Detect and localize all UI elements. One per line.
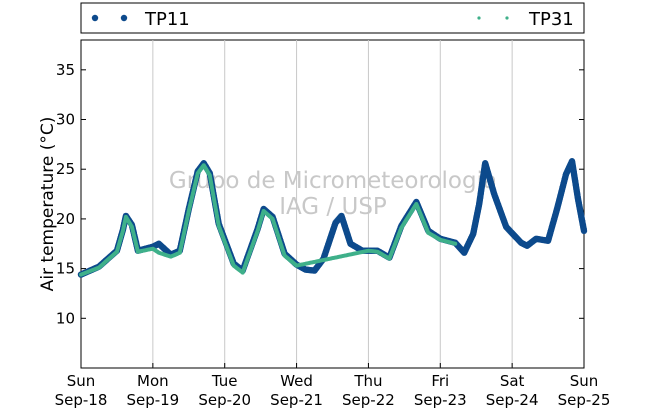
- vertical-gridlines: [152, 40, 513, 368]
- x-tick-date: Sep-19: [126, 391, 179, 409]
- legend: TP11 TP31: [80, 2, 585, 34]
- x-tick-date: Sep-22: [342, 391, 395, 409]
- legend-marker-tp11: [91, 14, 99, 22]
- y-axis-title: Air temperature (°C): [38, 117, 58, 292]
- data-series: [77, 158, 588, 278]
- series-tp31: [79, 163, 458, 277]
- y-tick-label: 20: [56, 210, 75, 228]
- y-tick-label: 30: [56, 111, 75, 129]
- x-tick-day: Sun: [67, 372, 96, 390]
- data-point: [453, 241, 458, 246]
- x-tick-date: Sep-18: [55, 391, 108, 409]
- x-tick-day: Sun: [570, 372, 599, 390]
- x-axis: SunSep-18MonSep-19TueSep-20WedSep-21ThuS…: [55, 363, 611, 409]
- legend-marker-tp11: [120, 14, 128, 22]
- x-tick-date: Sep-20: [198, 391, 251, 409]
- x-tick-date: Sep-24: [486, 391, 539, 409]
- y-tick-label: 15: [56, 260, 75, 278]
- x-tick-day: Fri: [431, 372, 449, 390]
- y-tick-label: 35: [56, 61, 75, 79]
- y-tick-label: 25: [56, 160, 75, 178]
- legend-marker-tp31: [505, 16, 509, 20]
- data-point: [580, 227, 588, 235]
- y-axis: 10 15 20 25 30 35: [56, 61, 584, 327]
- x-tick-day: Thu: [353, 372, 382, 390]
- legend-label-tp11: TP11: [144, 9, 190, 30]
- x-tick-day: Tue: [211, 372, 238, 390]
- x-tick-date: Sep-23: [414, 391, 467, 409]
- y-tick-label: 10: [56, 309, 75, 327]
- x-tick-date: Sep-25: [558, 391, 611, 409]
- watermark-line-1: Grupo de Micrometeorologia: [169, 168, 497, 194]
- watermark-line-2: IAG / USP: [279, 194, 387, 220]
- x-tick-day: Mon: [137, 372, 169, 390]
- legend-box: [80, 2, 585, 34]
- x-tick-date: Sep-21: [270, 391, 323, 409]
- legend-label-tp31: TP31: [528, 9, 574, 30]
- x-tick-day: Sat: [500, 372, 525, 390]
- legend-marker-tp31: [477, 16, 481, 20]
- x-tick-day: Wed: [280, 372, 313, 390]
